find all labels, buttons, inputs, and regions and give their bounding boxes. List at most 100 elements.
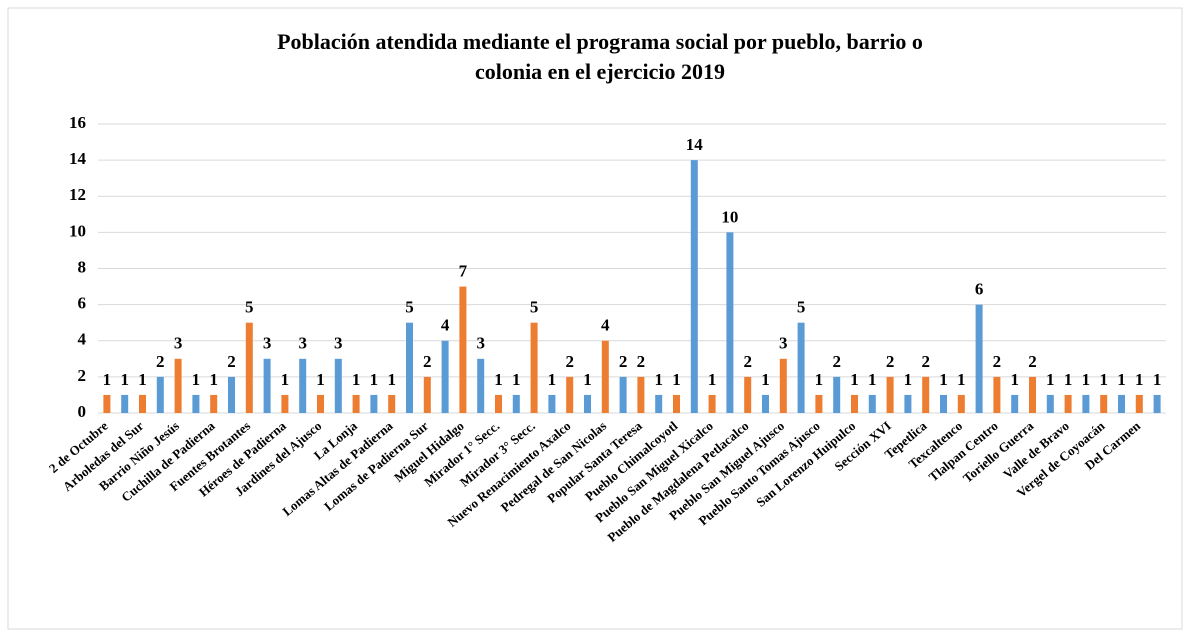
data-label: 2 <box>423 352 432 371</box>
data-label: 1 <box>548 370 557 389</box>
bar <box>637 376 645 413</box>
data-label: 1 <box>1117 370 1126 389</box>
bar <box>708 394 716 413</box>
data-label: 4 <box>441 316 450 335</box>
bar <box>299 358 307 413</box>
bar <box>975 304 983 413</box>
y-tick-label: 12 <box>69 185 86 204</box>
bar <box>904 394 912 413</box>
data-label: 1 <box>815 370 824 389</box>
data-label: 2 <box>886 352 895 371</box>
y-tick-label: 6 <box>78 294 87 313</box>
bar <box>619 376 627 413</box>
data-label: 1 <box>850 370 859 389</box>
bar <box>263 358 271 413</box>
data-label: 3 <box>174 334 183 353</box>
bar <box>868 394 876 413</box>
data-label: 1 <box>120 370 129 389</box>
y-tick-label: 8 <box>78 257 87 276</box>
data-label: 2 <box>619 352 628 371</box>
data-label: 1 <box>1010 370 1019 389</box>
bar <box>530 322 538 413</box>
data-label: 1 <box>708 370 717 389</box>
y-tick-label: 2 <box>78 366 87 385</box>
bar <box>762 394 769 413</box>
bar <box>388 394 396 413</box>
bar <box>1153 394 1161 413</box>
data-label: 5 <box>245 298 254 317</box>
bar <box>1011 394 1019 413</box>
data-label: 2 <box>993 352 1002 371</box>
bar <box>245 322 253 413</box>
data-label: 1 <box>904 370 913 389</box>
bar <box>833 376 841 413</box>
data-label: 1 <box>192 370 201 389</box>
bar <box>495 394 502 413</box>
bar <box>1135 394 1143 413</box>
data-label: 6 <box>975 280 984 299</box>
bar <box>441 340 449 413</box>
chart-title: colonia en el ejercicio 2019 <box>475 59 725 84</box>
bar <box>957 394 965 413</box>
bar <box>459 286 467 413</box>
data-label: 1 <box>1099 370 1108 389</box>
bar <box>281 394 289 413</box>
bar <box>655 394 663 413</box>
data-label: 3 <box>334 334 343 353</box>
data-label: 2 <box>156 352 165 371</box>
data-label: 1 <box>138 370 147 389</box>
data-label: 1 <box>1064 370 1073 389</box>
data-label: 2 <box>743 352 752 371</box>
data-label: 1 <box>387 370 396 389</box>
bar <box>922 376 930 413</box>
bar <box>423 376 431 413</box>
bar <box>1064 394 1072 413</box>
bar <box>512 394 520 413</box>
bar <box>370 394 378 413</box>
data-label: 5 <box>405 298 414 317</box>
data-label: 1 <box>209 370 218 389</box>
data-label: 2 <box>832 352 841 371</box>
data-label: 1 <box>1046 370 1055 389</box>
bar <box>139 394 146 413</box>
bar <box>584 394 591 413</box>
bar <box>673 394 680 413</box>
bar <box>1118 394 1125 413</box>
y-tick-label: 14 <box>69 149 87 168</box>
data-label: 1 <box>654 370 663 389</box>
data-label: 4 <box>601 316 610 335</box>
data-label: 1 <box>761 370 770 389</box>
data-label: 1 <box>494 370 503 389</box>
data-label: 1 <box>103 370 112 389</box>
bar <box>121 394 129 413</box>
data-label: 1 <box>1153 370 1162 389</box>
bar <box>174 358 182 413</box>
bar <box>797 322 805 413</box>
bar <box>886 376 894 413</box>
data-label: 1 <box>1082 370 1091 389</box>
bar <box>228 376 235 413</box>
data-label: 1 <box>352 370 361 389</box>
bar <box>744 376 752 413</box>
data-label: 5 <box>797 298 806 317</box>
data-label: 2 <box>1028 352 1037 371</box>
data-label: 1 <box>316 370 325 389</box>
bar <box>566 376 574 413</box>
bar <box>815 394 823 413</box>
bar <box>156 376 164 413</box>
bar <box>548 394 556 413</box>
data-label: 1 <box>868 370 877 389</box>
y-tick-label: 0 <box>78 402 87 421</box>
bar <box>477 358 485 413</box>
data-label: 2 <box>921 352 930 371</box>
data-label: 2 <box>565 352 574 371</box>
data-label: 5 <box>530 298 539 317</box>
bar <box>192 394 200 413</box>
bar <box>1029 376 1036 413</box>
data-label: 7 <box>459 261 468 280</box>
data-label: 3 <box>476 334 485 353</box>
data-label: 1 <box>672 370 681 389</box>
data-label: 2 <box>637 352 646 371</box>
bar <box>334 358 342 413</box>
data-label: 1 <box>1135 370 1144 389</box>
